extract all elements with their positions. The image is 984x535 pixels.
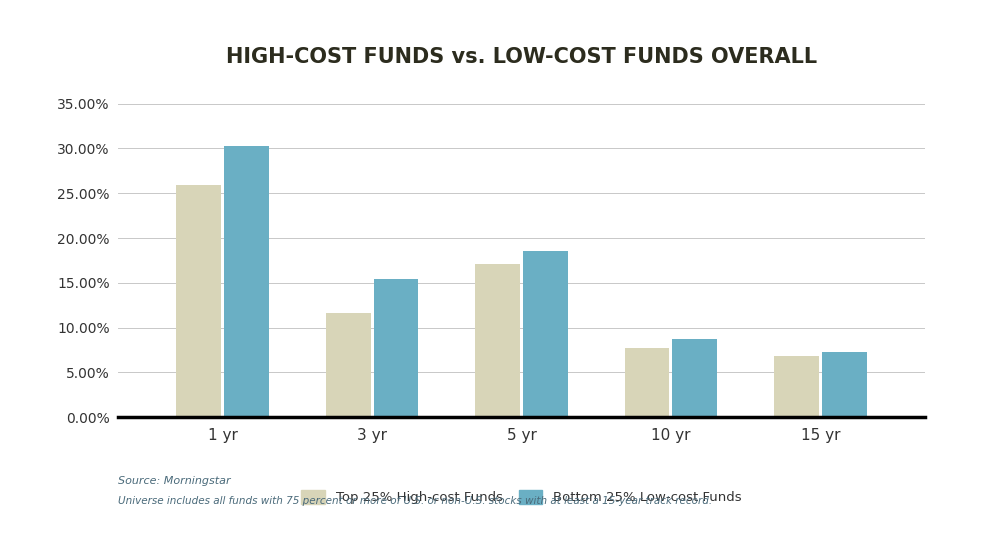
- Bar: [475, 264, 520, 417]
- Bar: [672, 339, 717, 417]
- Bar: [176, 185, 221, 417]
- Title: HIGH-COST FUNDS vs. LOW-COST FUNDS OVERALL: HIGH-COST FUNDS vs. LOW-COST FUNDS OVERA…: [226, 48, 817, 67]
- Bar: [822, 352, 867, 417]
- Legend: Top 25% High-cost Funds, Bottom 25% Low-cost Funds: Top 25% High-cost Funds, Bottom 25% Low-…: [295, 484, 748, 511]
- Text: Universe includes all funds with 75 percent or more of U.S. or non-U.S. stocks w: Universe includes all funds with 75 perc…: [118, 496, 712, 506]
- Bar: [374, 279, 418, 417]
- Text: Source: Morningstar: Source: Morningstar: [118, 476, 230, 486]
- Bar: [224, 146, 269, 417]
- Bar: [326, 314, 371, 417]
- Bar: [774, 356, 819, 417]
- Bar: [523, 251, 568, 417]
- Bar: [625, 348, 669, 417]
